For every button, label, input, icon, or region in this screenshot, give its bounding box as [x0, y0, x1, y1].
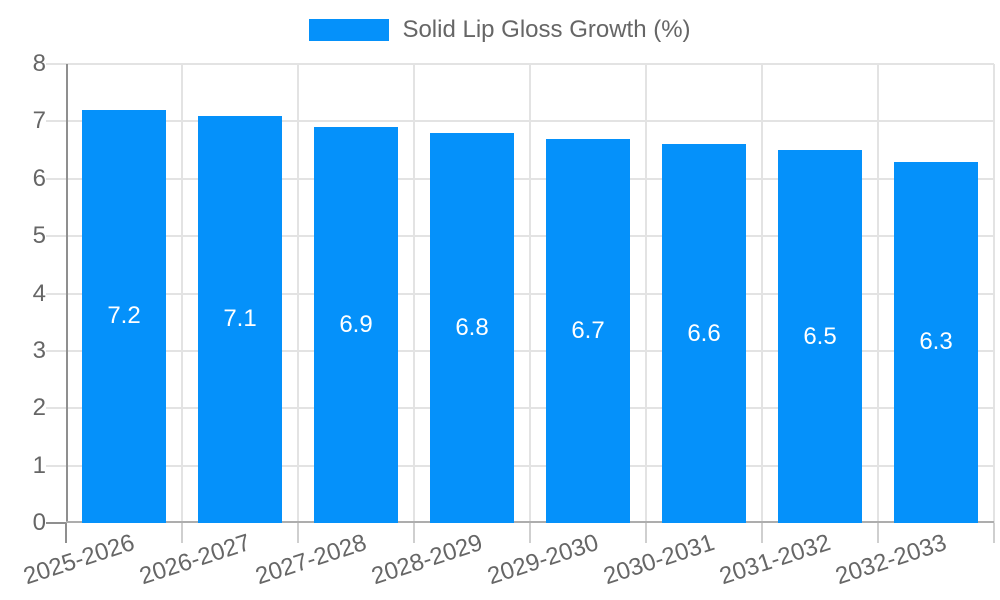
bar[interactable]: 6.5 — [778, 150, 862, 523]
x-axis-tick-label: 2032-2033 — [832, 529, 951, 591]
x-axis-tick-label: 2028-2029 — [368, 529, 487, 591]
x-axis-tick-label: 2027-2028 — [252, 529, 371, 591]
bar[interactable]: 7.2 — [82, 109, 166, 523]
y-axis-tick-label: 3 — [32, 336, 46, 364]
v-gridline — [413, 64, 415, 523]
x-axis-tick — [993, 523, 995, 543]
legend-swatch[interactable] — [309, 19, 390, 41]
bar-value-label: 6.6 — [687, 319, 721, 347]
bar-value-label: 7.2 — [107, 302, 141, 330]
x-axis-tick — [761, 523, 763, 543]
y-axis-tick-label: 7 — [32, 107, 46, 135]
x-axis-tick-label: 2025-2026 — [20, 529, 139, 591]
bar[interactable]: 6.3 — [894, 161, 978, 523]
v-gridline — [993, 64, 995, 523]
legend-label: Solid Lip Gloss Growth (%) — [402, 16, 691, 43]
y-axis-tick — [46, 349, 66, 352]
x-axis-tick — [877, 523, 879, 543]
y-axis-tick-label: 4 — [32, 279, 46, 307]
x-axis-tick — [529, 523, 531, 543]
y-axis-line — [66, 64, 68, 523]
v-gridline — [877, 64, 879, 523]
y-axis-tick-label: 8 — [32, 50, 46, 77]
y-axis-tick — [46, 292, 66, 295]
x-axis-tick-label: 2030-2031 — [600, 529, 719, 591]
x-axis-tick — [645, 523, 647, 543]
y-axis-tick-label: 6 — [32, 164, 46, 192]
bar[interactable]: 7.1 — [198, 115, 282, 523]
x-axis-tick-label: 2031-2032 — [716, 529, 835, 591]
y-axis-tick — [46, 235, 66, 238]
y-axis-tick — [46, 407, 66, 410]
bar[interactable]: 6.8 — [430, 132, 514, 523]
bar-value-label: 7.1 — [223, 305, 257, 333]
x-axis-tick-label: 2026-2027 — [136, 529, 255, 591]
bar[interactable]: 6.9 — [314, 127, 398, 523]
y-axis-tick-label: 1 — [32, 451, 46, 479]
v-gridline — [297, 64, 299, 523]
v-gridline — [181, 64, 183, 523]
v-gridline — [645, 64, 647, 523]
y-axis-tick — [46, 522, 66, 524]
bar-value-label: 6.7 — [571, 316, 605, 344]
y-axis-tick — [46, 120, 66, 123]
chart-legend[interactable]: Solid Lip Gloss Growth (%) — [0, 16, 1000, 44]
x-axis-line — [66, 521, 994, 523]
bar-value-label: 6.3 — [919, 328, 953, 356]
x-axis-tick — [65, 523, 67, 543]
bar-value-label: 6.5 — [803, 322, 837, 350]
bar[interactable]: 6.6 — [662, 144, 746, 523]
x-axis-tick-label: 2029-2030 — [484, 529, 603, 591]
bar-value-label: 6.8 — [455, 313, 489, 341]
v-gridline — [761, 64, 763, 523]
y-axis-tick-label: 2 — [32, 394, 46, 422]
x-axis-tick — [181, 523, 183, 543]
y-axis-tick — [46, 63, 66, 65]
bar-value-label: 6.9 — [339, 311, 373, 339]
x-axis-tick — [413, 523, 415, 543]
y-axis-tick-label: 0 — [32, 509, 46, 536]
y-axis-tick — [46, 464, 66, 467]
bar[interactable]: 6.7 — [546, 138, 630, 523]
y-axis-tick — [46, 177, 66, 180]
v-gridline — [529, 64, 531, 523]
y-axis-tick-label: 5 — [32, 222, 46, 250]
plot-area: 0 1 2 3 4 5 6 7 8 7.2 2025-2026 7.1 2026-2027 6.9 2027… — [21, 50, 995, 590]
x-axis-tick — [297, 523, 299, 543]
